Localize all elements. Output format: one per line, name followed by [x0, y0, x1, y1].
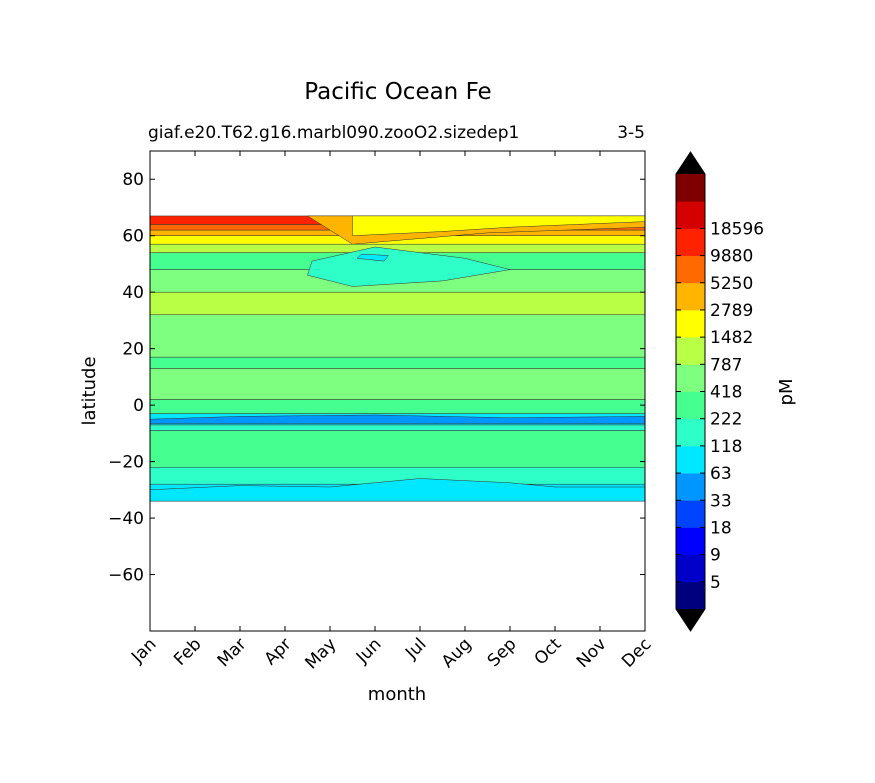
colorbar-tick-label: 9	[710, 546, 721, 566]
contour-patch-2	[149, 478, 646, 502]
colorbar-extend-under	[676, 609, 705, 631]
contour-fill	[149, 215, 646, 502]
y-tick-label: 20	[122, 340, 144, 360]
contour-band-7	[149, 356, 646, 369]
colorbar-segment	[676, 201, 705, 229]
colorbar-segment	[676, 554, 705, 583]
colorbar-tick-label: 33	[710, 491, 732, 511]
x-tick-label: Oct	[531, 634, 566, 669]
contour-patch-3	[149, 414, 646, 424]
y-tick-label: −40	[108, 509, 144, 529]
x-tick-label: Dec	[618, 634, 655, 671]
colorbar-label: pM	[776, 379, 797, 406]
colorbar-segment	[676, 527, 705, 556]
y-tick-label: 0	[133, 396, 144, 416]
colorbar-segment	[676, 418, 705, 447]
colorbar-segment	[676, 581, 705, 610]
x-tick-label: Apr	[261, 634, 296, 669]
colorbar-tick-label: 787	[710, 355, 742, 375]
contour-band-5	[149, 399, 646, 414]
colorbar-tick-label: 9880	[710, 247, 753, 267]
colorbar-segment	[676, 174, 705, 202]
colorbar-segment	[676, 282, 705, 311]
plot-area: −60 −40 −20 0 20 40 60 80 Jan Feb Mar Apr May Jun Jul…	[108, 150, 656, 673]
contour-band-8	[149, 314, 646, 358]
x-tick-label: Feb	[170, 634, 205, 669]
plot-frame	[149, 150, 646, 632]
colorbar-tick-label: 5	[710, 573, 721, 593]
colorbar: 5 9 18 33 63 118 222 418 787 1482 2789 5250 9880 1859…	[675, 151, 764, 632]
contour-band-2	[149, 430, 646, 468]
contour-patch-5	[352, 215, 646, 236]
colorbar-segment	[676, 391, 705, 420]
colorbar-segment	[676, 255, 705, 284]
contour-patch-0	[307, 246, 511, 287]
colorbar-extend-over	[676, 152, 705, 174]
y-tick-label: 40	[122, 283, 144, 303]
y-tick-label: 80	[122, 170, 144, 190]
colorbar-tick-label: 63	[710, 464, 732, 484]
contour-band-6	[149, 368, 646, 400]
y-axis: −60 −40 −20 0 20 40 60 80	[108, 170, 645, 586]
x-tick-label: Sep	[484, 634, 521, 671]
contour-patch-1	[356, 253, 389, 262]
chart-subtitle-left: giaf.e20.T62.g16.marbl090.zooO2.sizedep1	[148, 123, 519, 143]
colorbar-tick-label: 18	[710, 518, 732, 538]
colorbar-segment	[676, 364, 705, 392]
x-tick-label: Nov	[573, 634, 611, 672]
y-axis-label: latitude	[79, 356, 100, 425]
colorbar-segment	[676, 473, 705, 501]
colorbar-segment	[676, 445, 705, 474]
x-tick-label: May	[302, 634, 341, 673]
x-tick-label: Jan	[127, 634, 160, 667]
colorbar-tick-label: 2789	[710, 301, 753, 321]
x-tick-label: Mar	[214, 634, 251, 671]
colorbar-tick-label: 1482	[710, 328, 753, 348]
y-tick-label: −60	[108, 566, 144, 586]
colorbar-tick-label: 118	[710, 437, 742, 457]
contour-band-3	[149, 424, 646, 431]
colorbar-segment	[676, 500, 705, 528]
x-tick-label: Jun	[352, 634, 386, 668]
colorbar-segment	[676, 228, 705, 256]
contour-band-9	[149, 291, 646, 316]
colorbar-segment	[676, 309, 705, 338]
x-tick-label: Aug	[438, 634, 476, 672]
colorbar-outline	[675, 151, 706, 632]
chart-title: Pacific Ocean Fe	[304, 79, 491, 105]
colorbar-tick-label: 18596	[710, 219, 764, 239]
chart-subtitle-right: 3-5	[617, 123, 645, 143]
colorbar-tick-label: 5250	[710, 274, 753, 294]
colorbar-segment	[676, 337, 705, 365]
x-tick-label: Jul	[401, 634, 430, 663]
x-axis-label: month	[368, 684, 426, 705]
colorbar-tick-label: 418	[710, 383, 742, 403]
y-tick-label: −20	[108, 453, 144, 473]
colorbar-tick-label: 222	[710, 410, 742, 430]
y-tick-label: 60	[122, 227, 144, 247]
